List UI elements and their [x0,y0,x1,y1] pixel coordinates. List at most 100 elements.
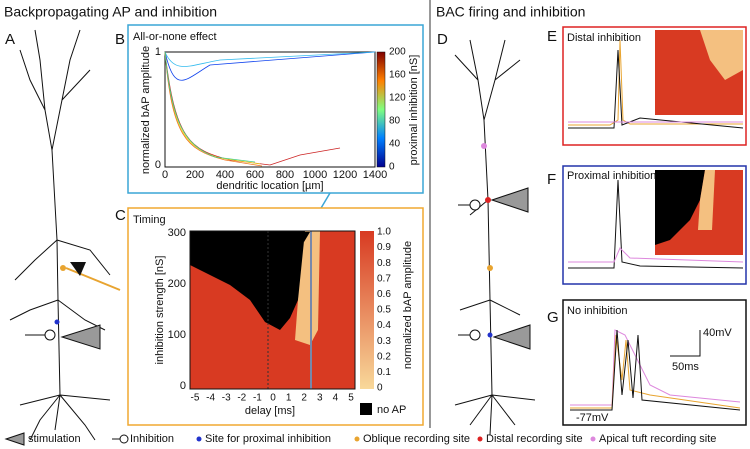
trace [568,49,744,129]
x-tick-label: 1 [286,393,292,404]
legend-label: Distal recording site [486,433,583,445]
colorbar-tick-label: 0 [377,383,383,394]
legend-label: Oblique recording site [363,433,470,445]
legend-dot [354,436,360,442]
electrode [60,324,101,350]
colorbar-tick-label: 0.3 [377,336,391,347]
x-tick-label: 1400 [363,169,387,181]
x-tick-label: 5 [348,393,354,404]
colorbar-tick-label: 0.9 [377,242,391,253]
panel-title: All-or-none effect [133,31,217,43]
trace [568,39,743,126]
inhibition-symbol [469,329,481,341]
scale-label: 40mV [703,327,732,339]
y-tick-label: 300 [168,227,186,239]
panel-label: G [547,309,559,326]
colorbar [360,231,374,389]
colorbar-tick-label: 120 [389,93,406,104]
x-tick-label: 0 [162,169,168,181]
colorbar-tick-label: 80 [389,116,401,127]
y-tick-label: 1 [155,46,161,58]
y-tick-label: 200 [168,278,186,290]
oblique-site [487,265,493,271]
panel-title: No inhibition [567,305,628,317]
x-tick-label: -5 [191,393,200,404]
inhibition-symbol [44,329,56,341]
colorbar-tick-label: 0.7 [377,273,391,284]
colorbar-tick-label: 0 [389,162,395,173]
legend-label: stimulation [28,433,81,445]
colorbar-tick-label: 1.0 [377,227,391,238]
x-tick-label: 3 [317,393,323,404]
colorbar-tick-label: 0.6 [377,289,391,300]
colorbar-tick-label: 0.5 [377,305,391,316]
panel-title: Timing [133,214,166,226]
colorbar-tick-label: 160 [389,70,406,81]
x-label: dendritic location [µm] [216,180,323,192]
legend-dot [477,436,483,442]
legend-dot [590,436,596,442]
inhibition-symbol [469,199,481,211]
y-label: normalized bAP amplitude [140,46,152,174]
distal-site [485,197,491,203]
plot-frame [189,230,356,390]
panel-label: C [115,207,126,224]
x-tick-label: 200 [186,169,204,181]
x-tick-label: 800 [276,169,294,181]
x-tick-label: -2 [237,393,246,404]
colorbar-label: proximal inhibition [nS] [408,55,420,166]
y-tick-label: 0 [180,380,186,392]
colorbar-tick-label: 0.8 [377,258,391,269]
y-tick-label: 100 [168,329,186,341]
legend-label: Site for proximal inhibition [205,433,331,445]
x-tick-label: 1200 [333,169,357,181]
x-tick-label: -1 [253,393,262,404]
proximal-site [487,332,493,338]
colorbar-tick-label: 0.2 [377,351,391,362]
y-tick-label: 0 [155,159,161,171]
arrow-head [70,262,86,276]
electrode [492,324,531,350]
x-tick-label: 1000 [303,169,327,181]
low-region [295,231,320,345]
no-ap-label: no AP [377,404,406,416]
trace [568,179,744,269]
scale-label: 50ms [672,361,699,373]
no-ap-region [190,231,305,330]
pointer [65,267,121,291]
tuft-site [481,143,487,149]
colorbar-label: normalized bAP amplitude [402,241,414,369]
arrow-head [298,232,310,242]
rest-label: -77mV [576,412,609,424]
panel-title: Distal inhibition [567,32,641,44]
y-label: inhibition strength [nS] [154,256,166,365]
colorbar-tick-label: 40 [389,139,401,150]
scale-bar [670,330,701,357]
curves [164,51,376,167]
legend-dot [196,436,202,442]
inset-region [700,30,743,80]
x-tick-label: 2 [301,393,307,404]
panel-title: Proximal inhibition [567,170,656,182]
colorbar-tick-label: 200 [389,47,406,58]
colorbar-tick-label: 0.4 [377,320,391,331]
x-tick-label: -3 [222,393,231,404]
legend-label: Apical tuft recording site [599,433,716,445]
no-ap-swatch [360,403,372,415]
title: BAC firing and inhibition [436,4,585,20]
x-tick-label: 400 [216,169,234,181]
title: Backpropagating AP and inhibition [4,4,217,20]
x-tick-label: 0 [270,393,276,404]
neuron-a [9,29,111,441]
panel-label: B [115,31,125,48]
colorbar [376,51,386,168]
proximal-site [54,319,60,325]
panel-label: E [547,28,557,45]
trace [568,247,744,263]
inset-region [655,170,705,245]
x-tick-label: -4 [206,393,215,404]
panel-label: A [5,31,15,48]
inset-region [698,170,715,230]
x-tick-label: 4 [333,393,339,404]
